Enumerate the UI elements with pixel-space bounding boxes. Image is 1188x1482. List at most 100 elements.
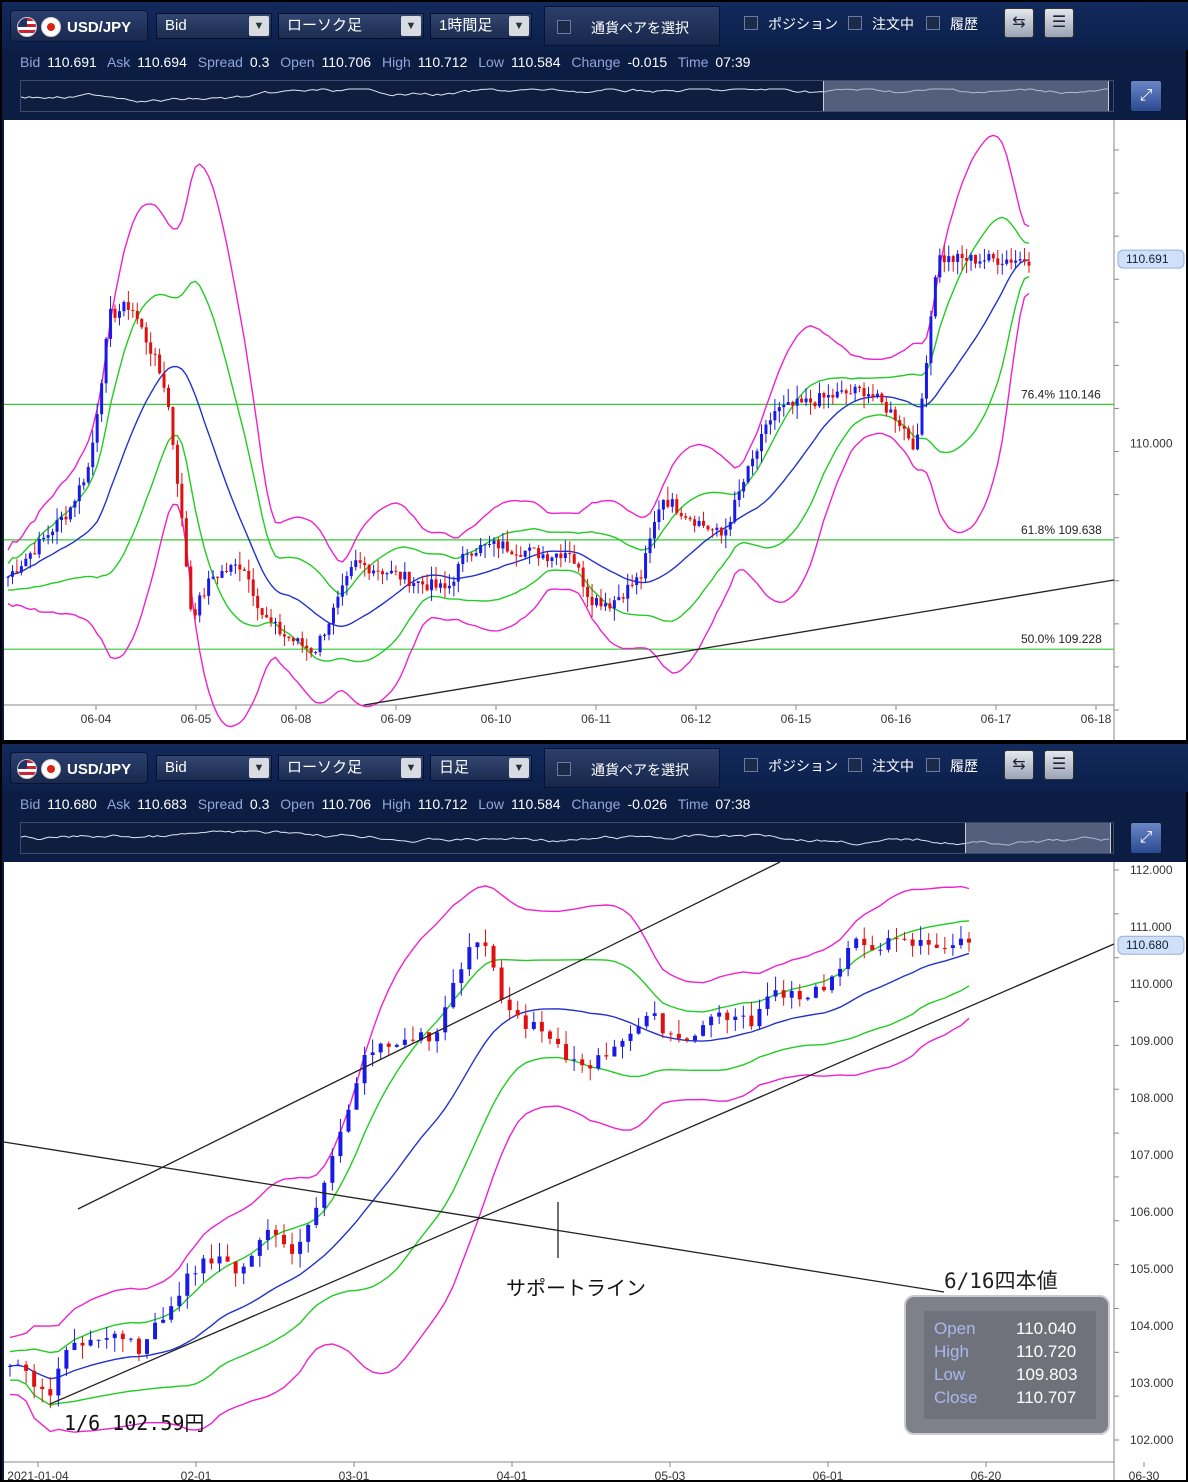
candle-body: [657, 509, 661, 523]
navigator-window[interactable]: [823, 81, 1109, 111]
y-tick-label: 112.000: [1130, 863, 1173, 877]
ohlc-key: Open: [934, 1319, 976, 1338]
candle-body: [693, 519, 697, 526]
checkbox-icon[interactable]: [926, 758, 940, 772]
candle-body: [32, 1370, 37, 1387]
candle-body: [136, 1338, 141, 1354]
toggle-label: 履歴: [950, 16, 978, 32]
navigator-window[interactable]: [965, 823, 1111, 853]
ohlc-key: Low: [934, 1365, 966, 1384]
candle-body: [269, 617, 273, 622]
candle-body: [336, 596, 340, 608]
ask-value: 110.694: [137, 54, 187, 70]
time-value: 07:38: [715, 796, 751, 812]
candle-body: [804, 398, 808, 403]
candle-body: [514, 554, 518, 556]
candle-body: [612, 600, 616, 609]
candle-body: [241, 1266, 246, 1274]
candle-body: [201, 1258, 206, 1274]
candle-body: [488, 544, 492, 546]
candle-body: [410, 1039, 415, 1041]
price-type-dropdown[interactable]: Bid ▼: [156, 755, 272, 781]
checkbox-icon[interactable]: [744, 16, 758, 30]
candle-body: [724, 529, 728, 536]
x-tick-label: 06-20: [971, 1469, 1002, 1480]
checkbox-icon[interactable]: [848, 758, 862, 772]
candle-body: [853, 386, 857, 394]
candle-body: [675, 499, 679, 513]
candle-body: [265, 614, 269, 618]
moving-average-line: [9, 952, 970, 1380]
chart-canvas[interactable]: 112.000 111.000 110.000 109.000 108.000 107.0…: [4, 862, 1186, 1480]
x-tick-label: 06-17: [981, 712, 1012, 726]
candle-body: [541, 554, 545, 559]
candle-body: [185, 1273, 190, 1296]
chart-type-dropdown[interactable]: ローソク足 ▼: [278, 755, 424, 781]
candle-body: [180, 483, 184, 519]
candle-body: [56, 1368, 61, 1396]
candle-body: [715, 527, 719, 530]
pair-select-button[interactable]: 通貨ペアを選択: [544, 6, 720, 46]
candle-body: [960, 253, 964, 259]
symbol-selector[interactable]: USD/JPY: [10, 10, 148, 42]
chart-canvas[interactable]: 110.000 06-04 06-05 06-08 06-09 06-10 06-11 06-…: [4, 120, 1186, 740]
x-tick-label: 06-01: [813, 1469, 844, 1480]
navigator-scrollbar[interactable]: [20, 822, 1114, 854]
sync-icon[interactable]: ⇆: [1004, 750, 1034, 780]
candle-body: [216, 576, 220, 578]
candle-body: [331, 607, 335, 624]
price-type-dropdown[interactable]: Bid ▼: [156, 13, 272, 39]
candle-body: [451, 982, 456, 1008]
current-price-label: 110.680: [1126, 938, 1169, 952]
navigator-scrollbar[interactable]: [20, 80, 1114, 112]
high-value: 110.712: [417, 796, 468, 812]
candle-body: [920, 398, 924, 435]
symbol-selector[interactable]: USD/JPY: [10, 752, 148, 784]
candle-body: [362, 1055, 367, 1084]
candle-body: [68, 507, 72, 520]
list-icon[interactable]: ☰: [1044, 750, 1074, 780]
y-tick-label: 109.000: [1130, 1034, 1174, 1048]
candle-body: [113, 308, 117, 318]
checkbox-icon[interactable]: [848, 16, 862, 30]
moving-average-line: [7, 259, 1030, 628]
candle-body: [765, 996, 770, 1009]
chart-type-dropdown[interactable]: ローソク足 ▼: [278, 13, 424, 39]
candle-body: [86, 467, 90, 483]
candle-body: [128, 1338, 133, 1340]
checkbox-icon[interactable]: [926, 16, 940, 30]
candle-body: [461, 553, 465, 564]
timeframe-value: 1時間足: [439, 17, 493, 34]
candle-body: [519, 554, 523, 557]
candle-body: [749, 1015, 754, 1027]
toggle-label: 履歴: [950, 758, 978, 774]
candle-body: [568, 553, 572, 555]
x-tick-label: 06-05: [181, 712, 212, 726]
ohlc-value: 110.707: [1016, 1388, 1077, 1407]
pair-select-label: 通貨ペアを選択: [591, 762, 689, 778]
candle-body: [135, 310, 139, 320]
candle-body: [862, 388, 866, 397]
pair-select-button[interactable]: 通貨ペアを選択: [544, 748, 720, 788]
timeframe-dropdown[interactable]: 日足 ▼: [430, 755, 532, 781]
checkbox-icon[interactable]: [744, 758, 758, 772]
expand-icon[interactable]: ⤢: [1130, 80, 1162, 112]
sync-icon[interactable]: ⇆: [1004, 8, 1034, 38]
list-icon[interactable]: ☰: [1044, 8, 1074, 38]
expand-icon[interactable]: ⤢: [1130, 822, 1162, 854]
candle-body: [880, 393, 884, 403]
x-tick-label: 06-04: [81, 712, 112, 726]
timeframe-dropdown[interactable]: 1時間足 ▼: [430, 13, 532, 39]
x-tick-label: 06-09: [381, 712, 412, 726]
candle-body: [363, 562, 367, 566]
candle-body: [800, 398, 804, 403]
candle-body: [764, 424, 768, 434]
candle-body: [55, 520, 59, 532]
candle-body: [131, 309, 135, 311]
ohlc-key: High: [934, 1342, 969, 1361]
candle-body: [537, 548, 541, 559]
candle-body: [693, 1035, 697, 1041]
price-type-value: Bid: [165, 759, 187, 776]
candle-body: [338, 1131, 343, 1157]
candle-body: [120, 1333, 125, 1340]
